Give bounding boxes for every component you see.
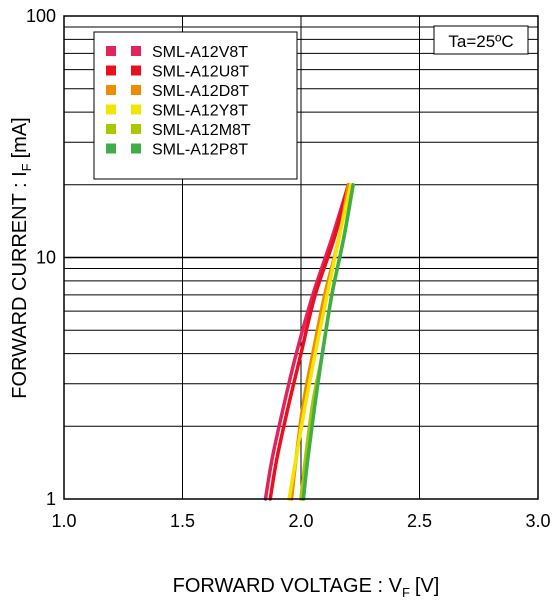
legend-item: SML-A12P8T <box>106 142 248 159</box>
x-tick-label: 2.0 <box>288 511 313 531</box>
x-tick-label: 1.0 <box>51 511 76 531</box>
legend-item: SML-A12Y8T <box>106 103 248 120</box>
tick-labels: 1.0 1.5 2.0 2.5 3.0 1 10 100 <box>26 6 551 531</box>
legend-swatch <box>131 65 141 76</box>
legend-swatch <box>106 124 116 134</box>
legend-label: SML-A12D8T <box>152 83 249 100</box>
annotation-box: Ta=25ºC <box>433 25 529 55</box>
legend-swatch <box>106 104 116 115</box>
annotation-text: Ta=25ºC <box>448 32 513 51</box>
x-tick-label: 2.5 <box>407 511 432 531</box>
legend-swatch <box>131 85 141 95</box>
legend-swatch <box>106 65 116 76</box>
legend-frame <box>93 31 298 180</box>
x-axis-title-unit: [V] <box>415 575 439 597</box>
series-layer <box>263 183 355 501</box>
legend-label: SML-A12Y8T <box>152 103 248 120</box>
legend-swatch <box>131 46 141 56</box>
x-axis-title: FORWARD VOLTAGE : VF [V] <box>173 575 440 600</box>
x-tick-label: 1.5 <box>170 511 195 531</box>
annotation-frame <box>433 25 529 55</box>
y-tick-label: 10 <box>36 248 56 268</box>
series-line <box>287 183 353 501</box>
legend-item: SML-A12D8T <box>106 83 249 100</box>
legend-item: SML-A12V8T <box>106 44 248 61</box>
y-tick-label: 100 <box>26 6 56 26</box>
x-tick-label: 3.0 <box>525 511 550 531</box>
y-tick-label: 1 <box>46 489 56 509</box>
series-line <box>268 183 351 501</box>
legend-swatch <box>131 124 141 134</box>
x-axis-title-sub: F <box>402 585 410 600</box>
legend-swatch <box>106 46 116 56</box>
legend-label: SML-A12U8T <box>152 64 249 81</box>
y-axis-title-main: FORWARD CURRENT : I <box>9 171 31 398</box>
series-line <box>263 183 351 501</box>
legend-item: SML-A12U8T <box>106 64 249 81</box>
legend-swatch <box>106 143 116 154</box>
legend: SML-A12V8T SML-A12U8T SML-A12D8T SML-A12Y8T… <box>93 31 298 180</box>
x-axis-title-main: FORWARD VOLTAGE : V <box>173 575 403 597</box>
y-axis-title-sub: F <box>19 163 34 171</box>
legend-swatch <box>106 85 116 95</box>
y-axis-title: FORWARD CURRENT : IF [mA] <box>9 117 34 399</box>
grid <box>64 16 538 499</box>
legend-label: SML-A12M8T <box>152 122 251 139</box>
series-line <box>301 183 355 501</box>
legend-label: SML-A12V8T <box>152 44 248 61</box>
legend-label: SML-A12P8T <box>152 142 248 159</box>
legend-swatch <box>131 143 141 154</box>
legend-swatch <box>131 104 141 115</box>
y-axis-title-unit: [mA] <box>9 117 31 158</box>
plot-frame <box>63 15 539 500</box>
legend-item: SML-A12M8T <box>106 122 251 139</box>
